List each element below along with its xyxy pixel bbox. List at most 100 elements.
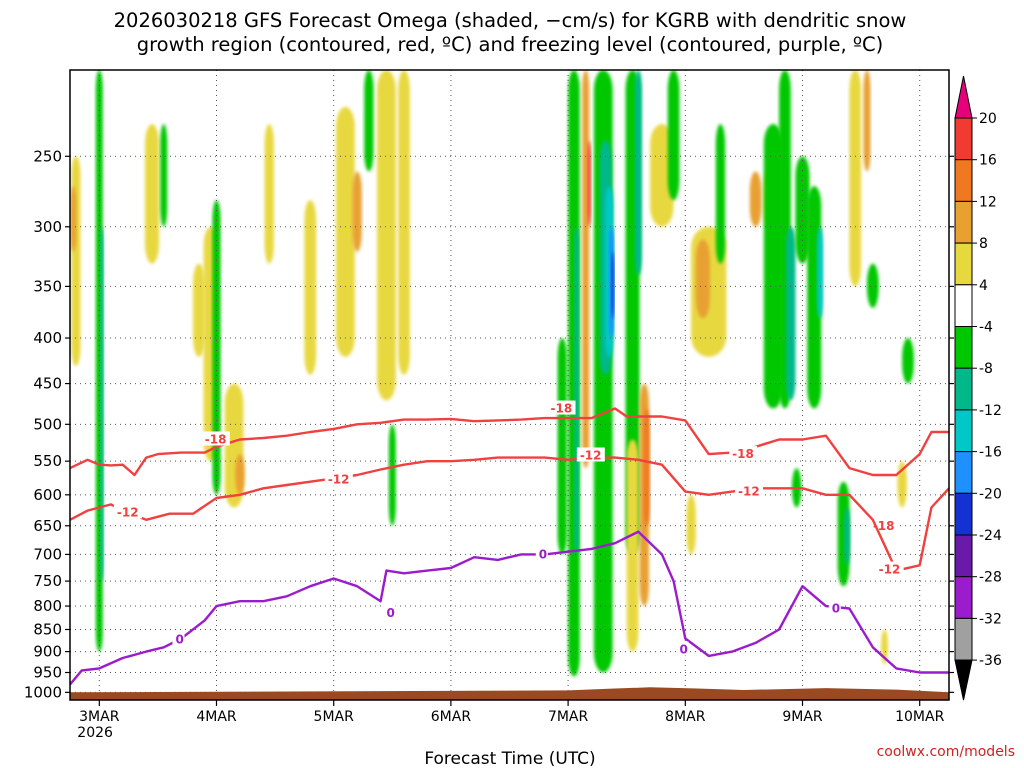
- omega-shade-37: [695, 239, 710, 319]
- contour-label-bg-2-4: [828, 600, 841, 615]
- colorbar-segment-m4_m8: [954, 326, 973, 369]
- y-tick-label-300: 300: [33, 218, 62, 236]
- omega-shade-6: [193, 263, 205, 357]
- chart-title-line1: 2026030218 GFS Forecast Omega (shaded, −…: [114, 9, 907, 32]
- y-tick-label-250: 250: [33, 147, 62, 165]
- colorbar-label-4: 4: [979, 278, 988, 294]
- colorbar-top-triangle: [954, 75, 973, 119]
- contour-label-2-3: 0: [679, 642, 687, 656]
- credit-text: coolwx.com/models: [877, 744, 1015, 760]
- colorbar-label-0: 20: [979, 111, 997, 127]
- contour-line-0: [70, 407, 949, 477]
- colorbar-segment-4_8: [954, 242, 973, 286]
- contour-label-bg-0-2: [729, 446, 758, 461]
- colorbar-label-6: -8: [979, 361, 993, 377]
- contour-label-2-4: 0: [832, 601, 840, 615]
- x-tick-label-6MAR: 6MAR: [431, 709, 472, 725]
- omega-shade-35: [667, 70, 680, 201]
- colorbar-label-10: -24: [979, 528, 1002, 544]
- y-tick-label-500: 500: [33, 415, 62, 433]
- contour-label-0-2: -18: [732, 447, 754, 461]
- surface-terrain: [70, 687, 949, 700]
- colorbar-segment-m20_m24: [954, 492, 973, 536]
- omega-shade-4: [145, 124, 160, 264]
- contour-label-bg-1-1: [324, 471, 353, 486]
- colorbar-label-5: -4: [979, 320, 993, 336]
- contour-label-bg-0-0: [201, 431, 230, 446]
- contour-label-bg-1-2: [576, 447, 605, 462]
- y-tick-label-1000: 1000: [24, 683, 62, 701]
- contour-label-2-0: 0: [175, 632, 183, 646]
- y-tick-label-450: 450: [33, 375, 62, 393]
- contour-label-bg-2-2: [535, 546, 548, 561]
- omega-shade-15: [364, 70, 374, 172]
- y-tick-label-350: 350: [33, 277, 62, 295]
- omega-shade-1: [70, 186, 77, 252]
- x-tick-label-3MAR: 3MAR: [79, 709, 120, 725]
- contour-line-2: [70, 530, 949, 686]
- y-tick-label-550: 550: [33, 452, 62, 470]
- colorbar-label-12: -32: [979, 611, 1002, 627]
- colorbar-label-3: 8: [979, 236, 988, 252]
- omega-shade-41: [763, 124, 783, 409]
- contour-label-bg-2-3: [676, 641, 689, 656]
- colorbar-segment-16_20: [954, 117, 973, 161]
- contour-label-bg-1-0: [113, 504, 142, 519]
- y-tick-label-850: 850: [33, 620, 62, 638]
- omega-shade-32: [643, 408, 650, 526]
- omega-shade-44: [795, 156, 810, 264]
- omega-shade-39: [749, 171, 762, 227]
- colorbar-segment-m32_m36: [954, 617, 973, 661]
- colorbar-label-1: 16: [979, 153, 997, 169]
- y-tick-label-900: 900: [33, 643, 62, 661]
- contour-label-bg-2-1: [383, 605, 396, 620]
- y-tick-label-950: 950: [33, 664, 62, 682]
- chart-title-line2: growth region (contoured, red, ºC) and f…: [137, 33, 884, 56]
- y-tick-label-800: 800: [33, 597, 62, 615]
- y-tick-label-750: 750: [33, 572, 62, 590]
- omega-shade-11: [264, 124, 274, 264]
- x-axis-label: Forecast Time (UTC): [424, 749, 595, 768]
- y-tick-label-650: 650: [33, 517, 62, 535]
- contour-label-bg-1-4: [875, 561, 904, 576]
- contour-label-1-4: -12: [879, 563, 901, 577]
- colorbar-segment-m24_m28: [954, 534, 973, 578]
- y-tick-label-600: 600: [33, 486, 62, 504]
- omega-shade-16: [377, 70, 396, 401]
- colorbar-segment-12_16: [954, 159, 973, 202]
- omega-shade-43: [786, 226, 796, 401]
- contour-label-bg-0-1: [547, 400, 576, 415]
- omega-shade-10: [235, 454, 245, 495]
- omega-shade-5: [160, 124, 168, 227]
- omega-shade-3: [99, 226, 104, 582]
- omega-shade-18: [398, 70, 410, 375]
- contour-label-1-1: -12: [328, 473, 350, 487]
- omega-shade-17: [388, 424, 396, 526]
- contour-label-bg-1-3: [735, 483, 764, 498]
- omega-shade-53: [686, 494, 696, 555]
- contour-label-0-1: -18: [551, 402, 573, 416]
- y-tick-label-700: 700: [33, 545, 62, 563]
- omega-shade-30: [626, 439, 639, 652]
- x-tick-label-8MAR: 8MAR: [665, 709, 706, 725]
- colorbar: 20 16 12 8 4 -4 -8 -12 -16 -20 -24 -28 -32 -36: [954, 75, 1002, 701]
- colorbar-segment-m16_m20: [954, 451, 973, 494]
- colorbar-label-8: -16: [979, 445, 1002, 461]
- colorbar-label-2: 12: [979, 194, 997, 210]
- colorbar-label-13: -36: [979, 653, 1002, 669]
- contour-label-bg-2-0: [172, 631, 185, 646]
- omega-shade-46: [817, 226, 824, 319]
- colorbar-label-9: -20: [979, 486, 1002, 502]
- omega-shade-28: [611, 251, 615, 319]
- omega-shade-23: [587, 140, 591, 227]
- omega-shade-8: [212, 200, 221, 495]
- grid-lines: [70, 70, 949, 700]
- colorbar-segment-m8_m12: [954, 367, 973, 411]
- colorbar-segment-m12_m16: [954, 409, 973, 453]
- colorbar-bottom-triangle: [954, 659, 973, 701]
- omega-shade-38: [715, 124, 726, 264]
- omega-shade-13: [336, 106, 355, 357]
- plot-frame: [69, 69, 950, 701]
